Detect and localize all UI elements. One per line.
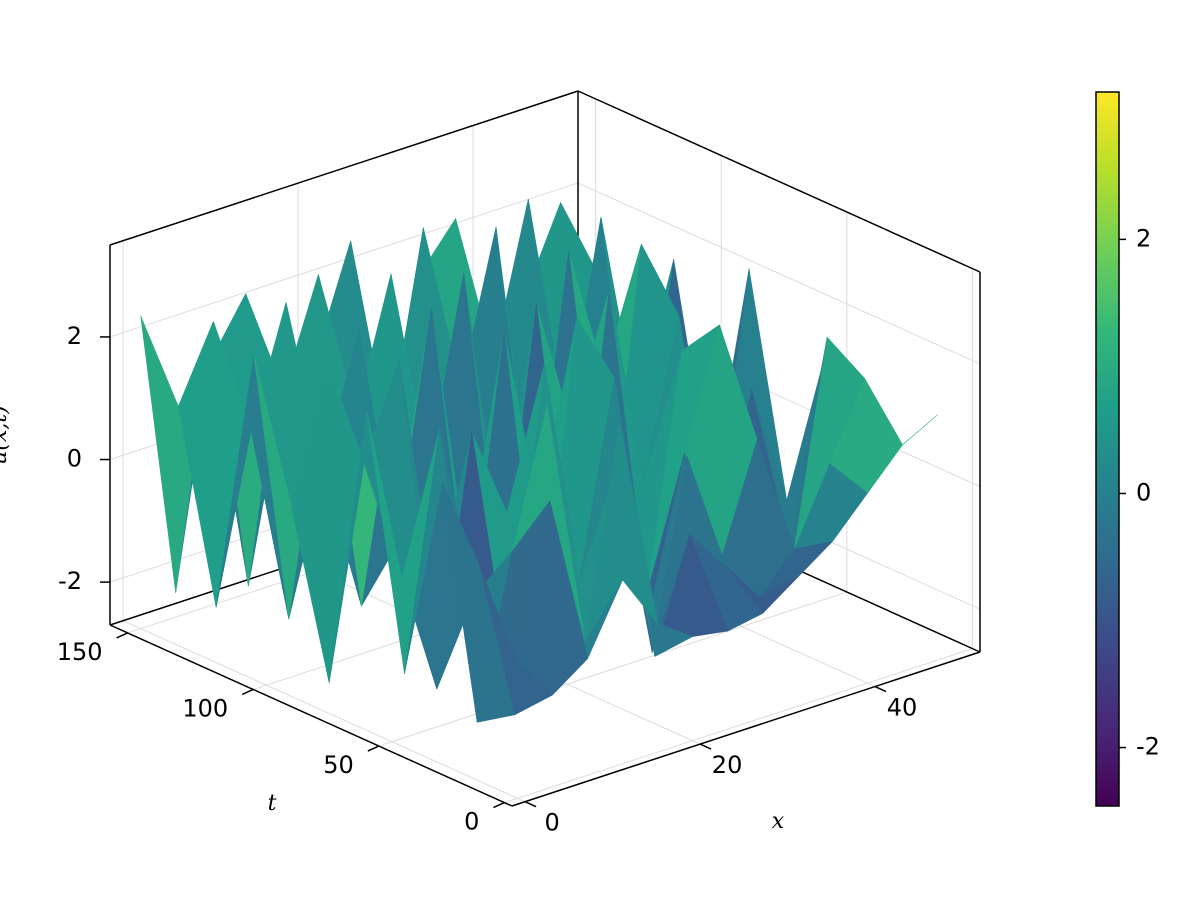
t-tick <box>367 745 380 752</box>
axis-frame <box>511 651 981 807</box>
t-tick <box>241 688 254 696</box>
axis-frame <box>109 90 579 246</box>
colorbar-tick-label: 0 <box>1136 478 1151 506</box>
grid-line <box>577 182 981 365</box>
z-tick-label: 0 <box>67 445 82 473</box>
grid-line <box>504 648 973 804</box>
z-axis-label: u(x,t) <box>0 405 12 465</box>
axis-frame <box>109 624 513 807</box>
colorbar <box>1095 91 1120 807</box>
x-tick <box>524 800 537 808</box>
x-tick-label: 20 <box>712 751 743 779</box>
x-tick <box>699 743 712 750</box>
t-tick-label: 0 <box>464 808 479 836</box>
t-tick <box>493 801 505 809</box>
axis-frame <box>577 90 981 273</box>
t-tick-label: 150 <box>57 638 103 666</box>
grid-line <box>109 182 579 338</box>
grid-line <box>378 591 847 747</box>
z-tick-label: 2 <box>67 322 82 350</box>
t-tick-label: 50 <box>323 751 354 779</box>
z-tick-label: -2 <box>58 567 82 595</box>
x-axis-label: x <box>772 809 785 834</box>
t-axis-label: t <box>268 791 277 816</box>
colorbar-tick-label: 2 <box>1136 224 1151 252</box>
colorbar-tick-label: -2 <box>1136 733 1160 761</box>
x-tick-label: 40 <box>887 694 918 722</box>
x-tick <box>874 685 887 693</box>
t-tick <box>116 632 128 639</box>
surface-cell <box>479 566 553 715</box>
t-tick-label: 100 <box>182 694 228 722</box>
grid-line <box>122 620 526 803</box>
x-tick-label: 0 <box>544 809 559 837</box>
